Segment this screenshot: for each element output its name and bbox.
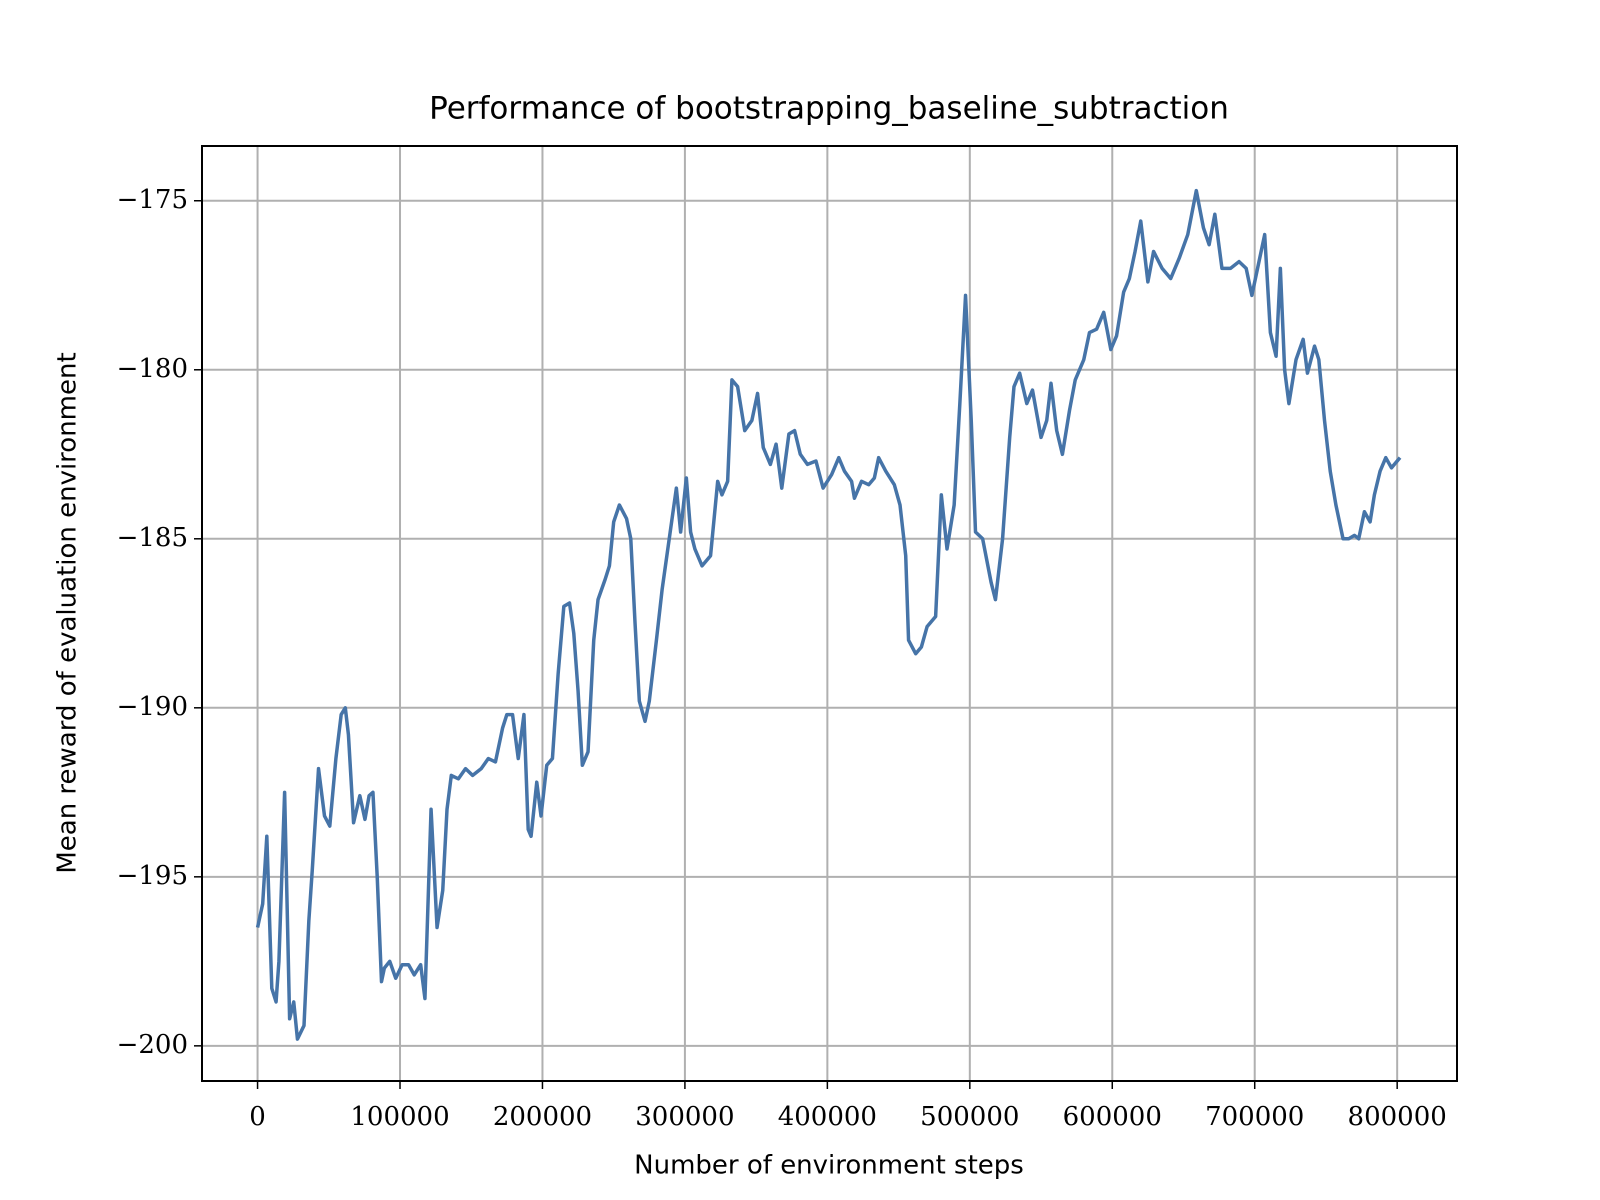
y-tick-label: −185 bbox=[117, 523, 188, 553]
data-line bbox=[255, 188, 1402, 1041]
y-tick-label: −190 bbox=[117, 692, 188, 722]
plot-frame bbox=[201, 145, 1458, 1082]
y-tick-label: −200 bbox=[117, 1030, 188, 1060]
x-tick-label: 400000 bbox=[778, 1102, 877, 1132]
x-axis-label: Number of environment steps bbox=[634, 1151, 1024, 1181]
x-tick-label: 0 bbox=[249, 1102, 266, 1132]
chart-title: Performance of bootstrapping_baseline_su… bbox=[429, 91, 1229, 127]
x-tick-label: 500000 bbox=[920, 1102, 1019, 1132]
y-axis-label: Mean reward of evaluation environment bbox=[53, 352, 83, 873]
y-tick-label: −195 bbox=[117, 861, 188, 891]
x-tick-label: 600000 bbox=[1063, 1102, 1162, 1132]
y-tick-label: −175 bbox=[117, 185, 188, 215]
x-tick-label: 100000 bbox=[350, 1102, 449, 1132]
x-tick-label: 300000 bbox=[635, 1102, 734, 1132]
y-tick-label: −180 bbox=[117, 354, 188, 384]
x-tick-label: 200000 bbox=[493, 1102, 592, 1132]
x-tick-label: 800000 bbox=[1348, 1102, 1447, 1132]
x-tick-label: 700000 bbox=[1205, 1102, 1304, 1132]
